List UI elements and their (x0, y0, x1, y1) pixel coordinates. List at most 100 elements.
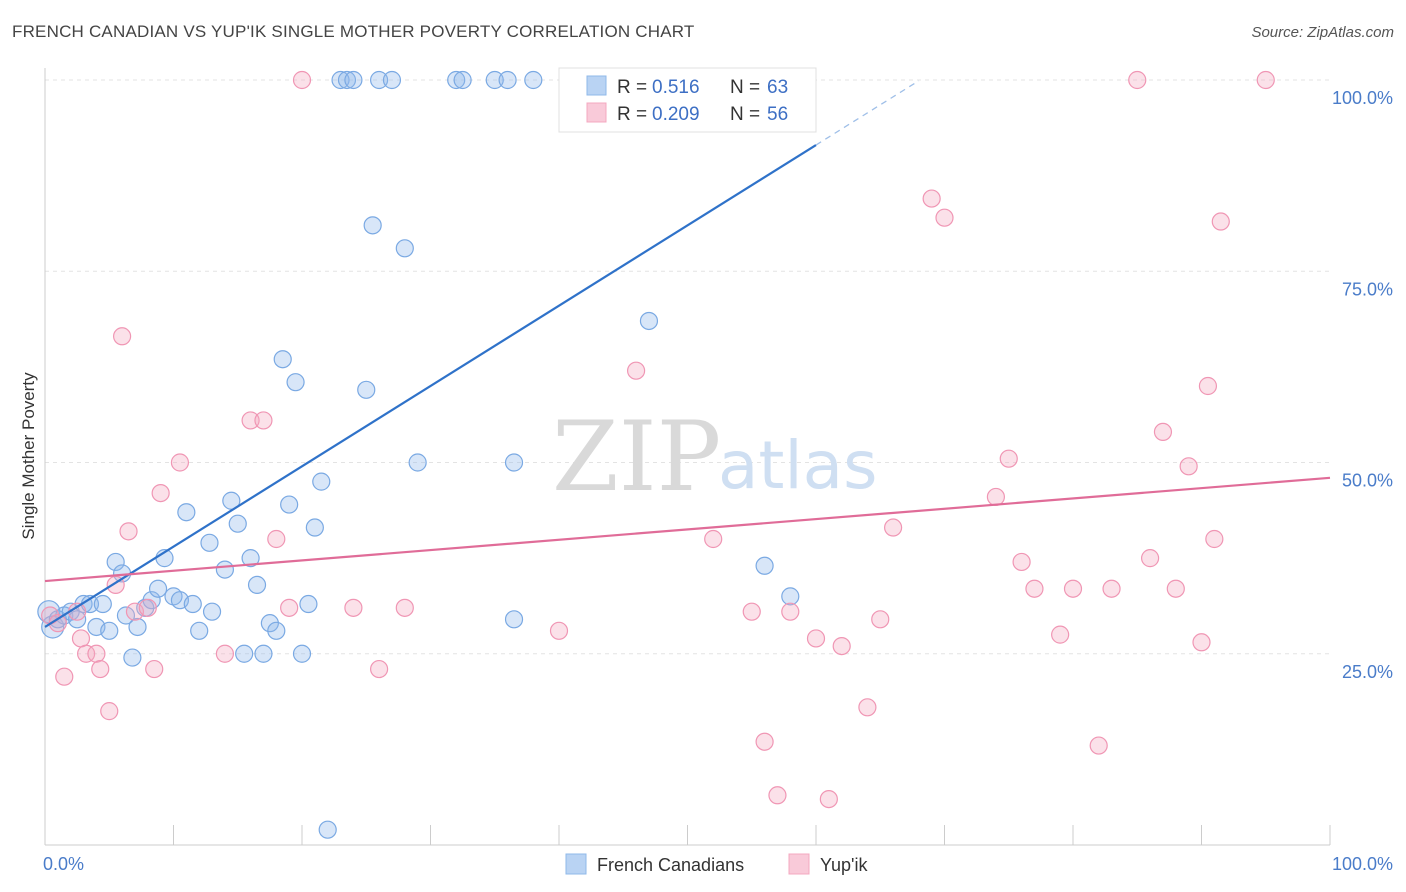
french-canadians-point-53 (447, 70, 466, 90)
french-canadians-point-45 (337, 70, 357, 90)
yupik-point-37 (871, 610, 890, 629)
watermark-zip: ZIP (552, 401, 721, 513)
french-canadians-point-59 (524, 70, 543, 90)
yupik-point-56 (1205, 529, 1224, 549)
yupik-point-19 (254, 411, 273, 430)
yupik-point-13 (138, 598, 157, 617)
yupik-point-32 (781, 602, 800, 621)
yupik-point-48 (1102, 579, 1121, 598)
trend-line-french-canadians (44, 144, 817, 628)
french-canadians-point-18 (148, 579, 168, 598)
yupik-point-30 (755, 732, 774, 751)
french-canadians-point-56 (498, 70, 517, 90)
french-canadians-point-31 (241, 549, 260, 568)
yupik-point-51 (1153, 422, 1173, 441)
french-canadians-point-11 (106, 552, 125, 572)
french-canadians-point-36 (273, 350, 292, 369)
y-tick-label-2: 75.0% (1342, 279, 1393, 299)
yupik-point-34 (819, 789, 838, 809)
french-canadians-point-5 (68, 610, 87, 629)
y-axis-label: Single Mother Poverty (19, 372, 38, 540)
y-tick-labels: 25.0% 50.0% 75.0% 100.0% (1332, 88, 1393, 682)
series-legend: French Canadians Yup'ik (565, 853, 868, 875)
french-canadians-point-23 (183, 594, 202, 614)
yupik-point-53 (1179, 457, 1198, 476)
yupik-point-29 (742, 602, 761, 621)
french-canadians-point-51 (395, 239, 414, 258)
yupik-point-41 (986, 487, 1006, 507)
x-tick-labels: 0.0% 100.0% (43, 854, 1393, 874)
yupik-point-47 (1089, 736, 1108, 755)
yupik-point-15 (151, 484, 170, 503)
yupik-point-11 (119, 522, 138, 541)
yupik-point-4 (71, 629, 91, 648)
legend-n-label-1: N = (730, 77, 760, 98)
yupik-point-23 (344, 598, 363, 617)
french-canadians-point-24 (190, 621, 209, 640)
yupik-point-54 (1192, 633, 1211, 652)
french-canadians-point-49 (370, 70, 389, 90)
y-tick-label-1: 50.0% (1342, 471, 1393, 491)
yupik-point-58 (1256, 70, 1275, 90)
bottom-legend-swatch-yupik (788, 853, 810, 875)
y-tick-label-0: 25.0% (1342, 662, 1393, 682)
chart-title: FRENCH CANADIAN VS YUP'IK SINGLE MOTHER … (12, 22, 695, 41)
yupik-point-43 (1012, 552, 1031, 572)
french-canadians-point-58 (504, 610, 524, 629)
bottom-legend-label-yupik: Yup'ik (820, 855, 868, 875)
yupik-point-39 (922, 189, 941, 208)
trend-line-yupik (44, 476, 1331, 583)
yupik-point-5 (77, 644, 96, 663)
french-canadians-point-22 (177, 503, 196, 522)
trend-lines (44, 80, 1331, 628)
french-canadians-point-9 (93, 594, 112, 614)
legend-swatch-yupik (586, 102, 607, 123)
yupik-point-25 (395, 598, 414, 617)
french-canadians-point-32 (247, 575, 267, 595)
yupik-point-14 (145, 659, 164, 679)
x-tick-label-end: 100.0% (1332, 854, 1393, 874)
french-canadians-point-62 (781, 587, 800, 606)
trend-line-french-canadians-extension (815, 80, 920, 146)
legend-n-value-1: 63 (767, 77, 788, 98)
yupik-point-28 (704, 529, 723, 549)
french-canadians-point-50 (382, 70, 402, 90)
french-canadians-point-37 (280, 495, 299, 514)
yupik-point-2 (55, 667, 74, 686)
data-points (37, 70, 1275, 839)
french-canadians-point-27 (215, 560, 234, 579)
bottom-legend-label-french-canadians: French Canadians (597, 855, 744, 875)
yupik-point-45 (1051, 625, 1070, 644)
yupik-point-10 (112, 327, 132, 346)
french-canadians-point-44 (331, 70, 350, 90)
yupik-point-8 (100, 702, 119, 721)
yupik-point-50 (1140, 549, 1160, 568)
french-canadians-point-25 (200, 533, 219, 552)
french-canadians-point-33 (254, 644, 273, 663)
yupik-point-20 (267, 529, 286, 549)
french-canadians-point-46 (344, 70, 363, 90)
legend-n-label-2: N = (730, 104, 760, 125)
legend-r-value-1: 0.516 (652, 77, 700, 98)
yupik-point-31 (768, 786, 787, 805)
french-canadians-point-61 (755, 556, 774, 575)
legend-r-value-2: 0.209 (652, 104, 700, 125)
yupik-point-35 (832, 636, 851, 656)
yupik-point-49 (1128, 70, 1147, 90)
yupik-point-55 (1198, 376, 1218, 396)
french-canadians-point-26 (202, 602, 222, 621)
watermark-atlas: atlas (718, 427, 878, 504)
yupik-point-44 (1025, 579, 1044, 598)
yupik-point-22 (292, 70, 312, 90)
axes (44, 68, 1331, 846)
french-canadians-point-13 (116, 606, 136, 625)
french-canadians-point-54 (453, 70, 472, 90)
french-canadians-point-48 (363, 216, 382, 235)
french-canadians-point-15 (128, 617, 147, 637)
legend-r-label-1: R = (617, 77, 647, 98)
french-canadians-point-42 (312, 472, 331, 491)
french-canadians-point-38 (286, 373, 305, 392)
yupik-point-52 (1166, 579, 1185, 598)
french-canadians-point-43 (318, 820, 337, 839)
